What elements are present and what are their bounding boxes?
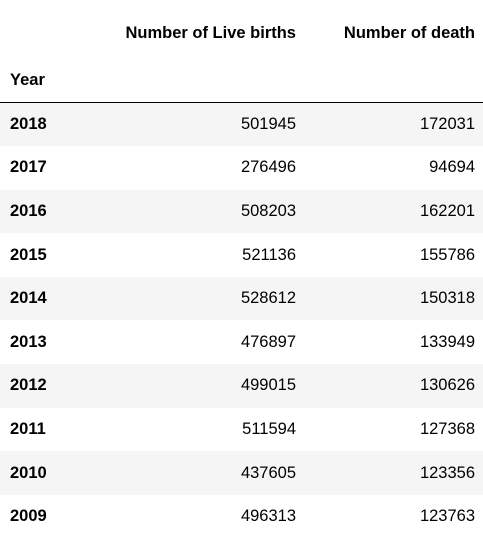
cell-deaths: 123356 — [419, 463, 475, 482]
row-year: 2009 — [10, 507, 47, 526]
table-row: 2014 528612 150318 — [0, 276, 483, 321]
column-header-deaths: Number of death — [343, 23, 475, 42]
row-year: 2015 — [10, 245, 47, 264]
cell-deaths: 94694 — [429, 158, 475, 177]
cell-live-births: 437605 — [240, 463, 296, 482]
table-row: 2013 476897 133949 — [0, 320, 483, 365]
index-name-label: Year — [0, 62, 92, 103]
table-row: 2017 276496 94694 — [0, 146, 483, 190]
table-row: 2018 501945 172031 — [0, 102, 483, 147]
table-row: 2012 499015 130626 — [0, 364, 483, 408]
cell-live-births: 521136 — [242, 245, 296, 264]
row-year: 2014 — [10, 289, 47, 308]
table-row: 2016 508203 162201 — [0, 189, 483, 234]
cell-live-births: 511594 — [242, 419, 296, 438]
corner-blank-cell — [0, 0, 92, 62]
cell-live-births: 508203 — [240, 201, 296, 220]
cell-live-births: 476897 — [240, 332, 296, 351]
table-row: 2009 496313 123763 — [0, 494, 483, 539]
index-header-blank — [92, 62, 304, 103]
cell-deaths: 133949 — [419, 332, 475, 351]
index-header-row: Year — [0, 62, 483, 103]
row-year: 2013 — [10, 332, 47, 351]
cell-deaths: 130626 — [419, 376, 475, 395]
table-body: 2018 501945 172031 2017 276496 94694 201… — [0, 102, 483, 539]
cell-deaths: 150318 — [419, 289, 475, 308]
cell-live-births: 499015 — [240, 376, 296, 395]
table-row: 2015 521136 155786 — [0, 233, 483, 277]
column-header-row: Number of Live births Number of death — [0, 0, 483, 62]
cell-deaths: 172031 — [419, 115, 475, 134]
cell-deaths: 123763 — [419, 507, 475, 526]
table-row: 2010 437605 123356 — [0, 451, 483, 495]
cell-live-births: 501945 — [240, 115, 296, 134]
row-year: 2010 — [10, 463, 47, 482]
cell-deaths: 155786 — [419, 245, 475, 264]
row-year: 2017 — [10, 158, 47, 177]
table-header: Number of Live births Number of death Ye… — [0, 0, 483, 103]
table-row: 2011 511594 127368 — [0, 407, 483, 452]
cell-deaths: 162201 — [419, 201, 475, 220]
cell-live-births: 496313 — [240, 507, 296, 526]
cell-live-births: 276496 — [240, 158, 296, 177]
cell-live-births: 528612 — [240, 289, 296, 308]
row-year: 2012 — [10, 376, 47, 395]
row-year: 2018 — [10, 115, 47, 134]
row-year: 2011 — [10, 419, 46, 438]
index-header-blank — [304, 62, 483, 103]
cell-deaths: 127368 — [419, 419, 475, 438]
row-year: 2016 — [10, 201, 47, 220]
column-header-live-births: Number of Live births — [125, 23, 296, 42]
